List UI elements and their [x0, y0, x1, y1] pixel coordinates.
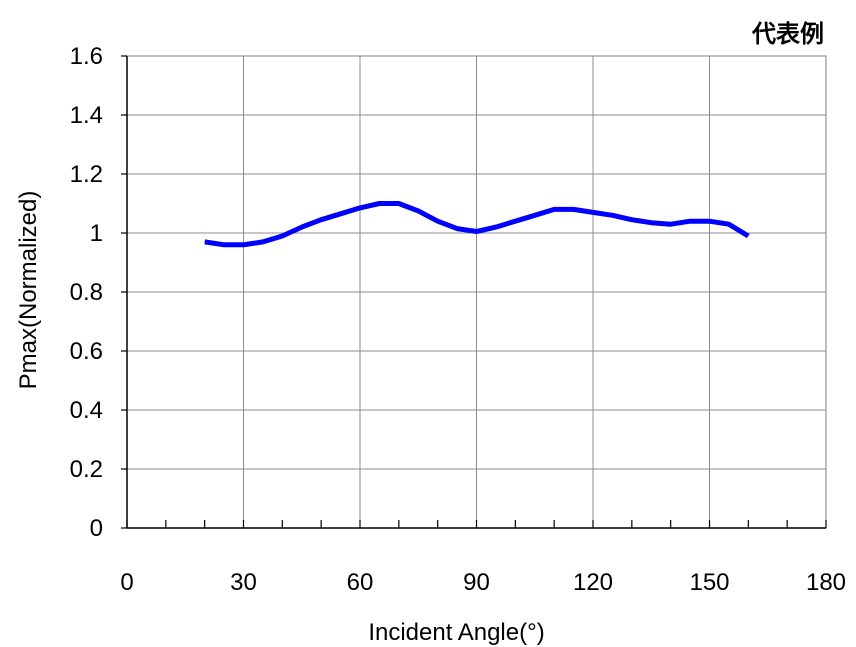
- x-tick-label: 90: [463, 569, 490, 596]
- x-axis-title: Incident Angle(°): [368, 619, 544, 646]
- axes: [121, 55, 827, 529]
- y-tick-label: 0.2: [70, 456, 103, 483]
- x-tick-label: 150: [689, 569, 729, 596]
- representative-example-note: 代表例: [752, 20, 824, 48]
- grid-lines: [127, 56, 826, 528]
- y-tick-label: 1.6: [70, 43, 103, 70]
- x-tick-label: 180: [806, 569, 846, 596]
- y-tick-label: 0: [90, 515, 103, 542]
- y-tick-label: 1.4: [70, 102, 103, 129]
- x-tick-label: 120: [573, 569, 613, 596]
- y-axis-title: Pmax(Normalized): [15, 191, 42, 390]
- y-tick-label: 0.8: [70, 279, 103, 306]
- x-tick-label: 0: [120, 569, 133, 596]
- y-tick-label: 1.2: [70, 161, 103, 188]
- y-tick-label: 0.6: [70, 338, 103, 365]
- series-line: [204, 201, 750, 248]
- x-tick-label: 30: [230, 569, 257, 596]
- tick-labels: 0 0.2 0.4 0.6 0.8 1 1.2 1.4 1.6 0 30 60 90 120 150 180: [70, 43, 846, 596]
- y-tick-label: 0.4: [70, 397, 103, 424]
- series-layer: [204, 201, 750, 248]
- y-tick-label: 1: [90, 220, 103, 247]
- x-tick-label: 60: [347, 569, 374, 596]
